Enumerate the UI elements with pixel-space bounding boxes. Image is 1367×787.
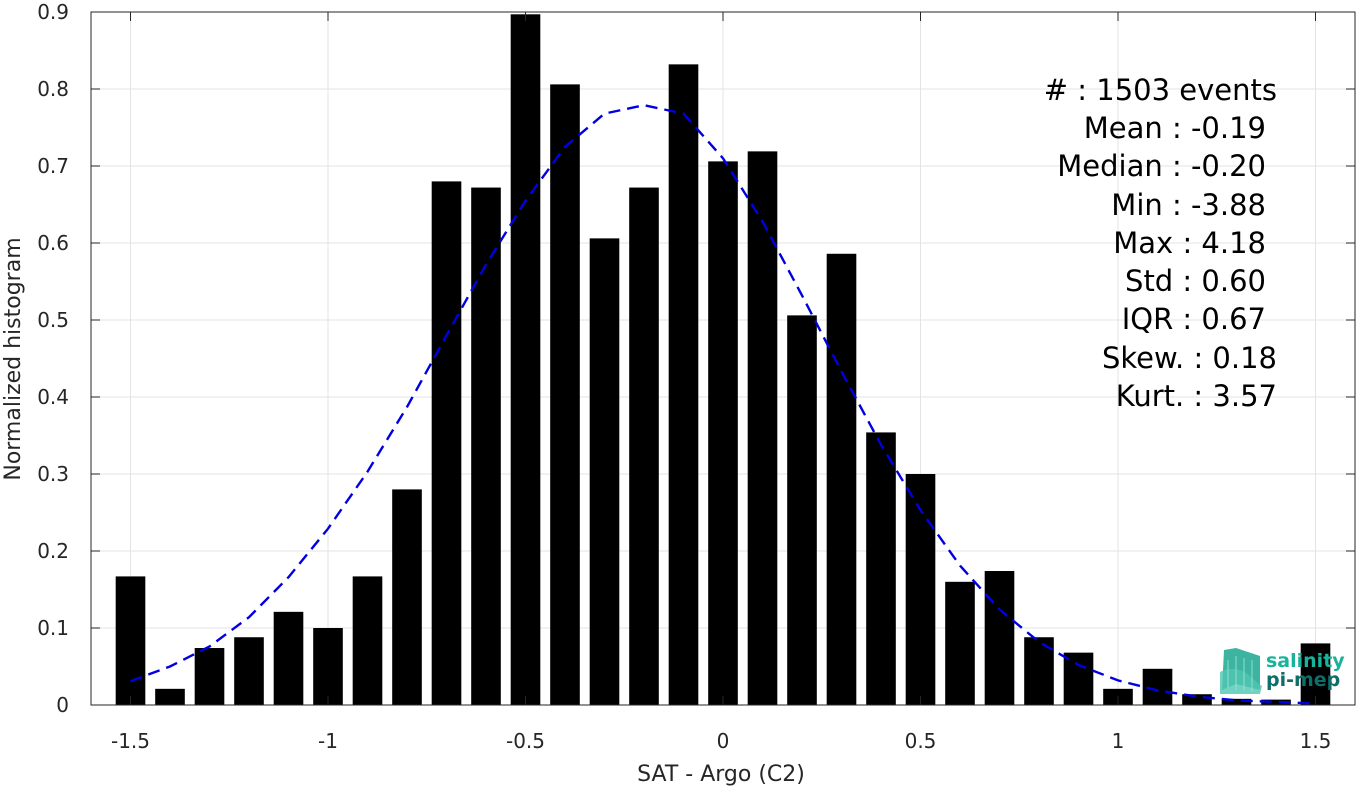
stat-max: Max : 4.18: [1113, 226, 1266, 260]
histogram-bar: [589, 238, 620, 705]
histogram-bar: [1063, 652, 1094, 705]
histogram-bar: [945, 581, 975, 705]
y-tick-label: 0.2: [37, 539, 69, 563]
x-tick-label: 1: [1112, 729, 1125, 753]
histogram-bar: [510, 14, 541, 706]
stat-iqr: IQR : 0.67: [1122, 302, 1266, 336]
histogram-bar: [1261, 699, 1291, 705]
histogram-bar: [905, 474, 936, 705]
stat-kurt: Kurt. : 3.57: [1116, 379, 1277, 413]
y-tick-label: 0.7: [37, 154, 69, 178]
histogram-bar: [629, 187, 659, 705]
logo-text-salinity: salinity: [1266, 650, 1345, 672]
histogram-bar: [273, 611, 304, 705]
histogram-bar: [708, 161, 738, 705]
stat-min: Min : -3.88: [1111, 188, 1266, 222]
wave-logo-icon: [1220, 648, 1262, 694]
stat-count: # : 1503 events: [1044, 73, 1277, 107]
histogram-bar: [313, 628, 343, 705]
y-tick-label: 0.9: [37, 0, 69, 24]
stat-std: Std : 0.60: [1125, 264, 1266, 298]
y-tick-label: 0.8: [37, 77, 69, 101]
x-tick-label: 0.5: [905, 729, 937, 753]
x-tick-label: 1.5: [1300, 729, 1332, 753]
x-tick-label: 0: [717, 729, 730, 753]
x-tick-label: -1: [318, 729, 338, 753]
x-tick-label: -0.5: [506, 729, 545, 753]
y-tick-label: 0.5: [37, 308, 69, 332]
histogram-bar: [115, 576, 146, 705]
logo-text-pimep: pi-mep: [1266, 669, 1340, 691]
histogram-bar: [352, 576, 383, 705]
y-tick-label: 0.3: [37, 462, 69, 486]
stat-skew: Skew. : 0.18: [1102, 341, 1277, 375]
stat-mean: Mean : -0.19: [1084, 111, 1266, 145]
histogram-bar: [194, 648, 225, 705]
salinity-pimep-logo: salinity pi-mep: [1220, 648, 1345, 694]
x-tick-labels: -1.5 -1 -0.5 0 0.5 1 1.5: [111, 729, 1331, 753]
y-tick-label: 0.4: [37, 385, 69, 409]
fit-curve-line: [130, 103, 1316, 705]
histogram-bar: [1221, 698, 1252, 705]
stat-median: Median : -0.20: [1057, 149, 1266, 183]
histogram-bar: [392, 489, 422, 705]
histogram-bar: [984, 571, 1015, 705]
y-tick-label: 0: [56, 693, 69, 717]
histogram-bars: [115, 14, 1331, 706]
histogram-bar: [668, 64, 699, 706]
y-tick-label: 0.6: [37, 231, 69, 255]
y-tick-labels: 0 0.1 0.2 0.3 0.4 0.5 0.6 0.7 0.8 0.9: [37, 0, 69, 717]
x-axis-label: SAT - Argo (C2): [637, 762, 805, 787]
statistics-box: # : 1503 events Mean : -0.19 Median : -0…: [1044, 73, 1277, 413]
histogram-bar: [550, 84, 580, 705]
axes: [90, 11, 1356, 706]
histogram-bar: [155, 688, 185, 705]
histogram-bar: [234, 637, 264, 705]
histogram-bar: [471, 187, 501, 705]
y-tick-label: 0.1: [37, 616, 69, 640]
normal-fit-curve: [130, 103, 1316, 705]
histogram-bar: [787, 315, 817, 705]
histogram-bar: [1182, 694, 1212, 705]
y-axis-label: Normalized histogram: [1, 237, 26, 480]
histogram-bar: [826, 253, 857, 705]
histogram-bar: [866, 432, 896, 705]
histogram-bar: [747, 151, 778, 705]
histogram-bar: [431, 181, 462, 705]
histogram-bar: [1300, 643, 1331, 705]
x-tick-label: -1.5: [111, 729, 150, 753]
